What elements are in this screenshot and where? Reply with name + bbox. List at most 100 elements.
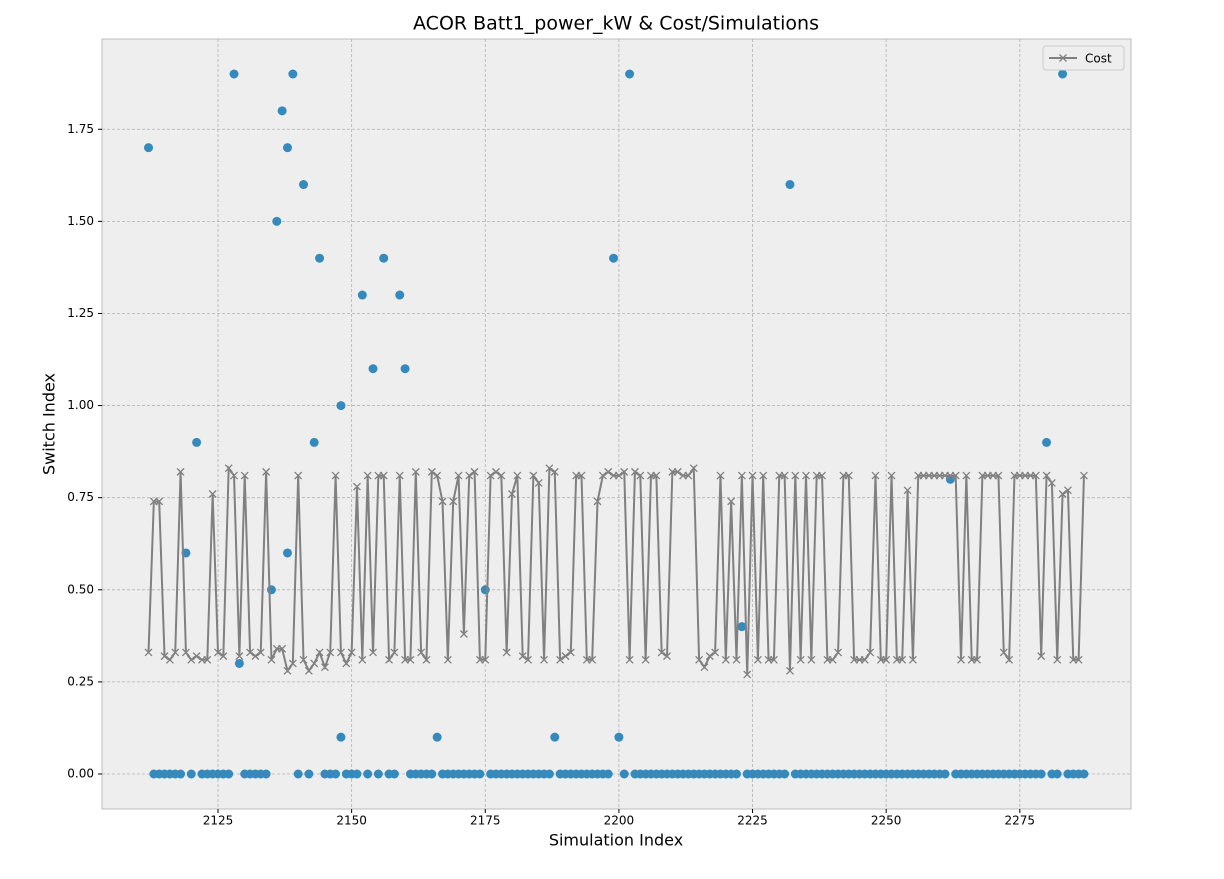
point xyxy=(625,69,635,79)
x-tick-label: 2250 xyxy=(871,814,902,828)
point xyxy=(737,622,747,632)
point xyxy=(234,658,244,668)
y-tick-label: 1.75 xyxy=(67,122,94,136)
marker xyxy=(871,471,880,480)
point xyxy=(379,253,389,263)
point xyxy=(144,143,154,153)
x-axis-label: Simulation Index xyxy=(549,831,683,850)
marker xyxy=(700,663,709,672)
point xyxy=(192,437,202,447)
marker xyxy=(957,655,965,664)
y-tick-label: 1.00 xyxy=(67,398,94,412)
marker xyxy=(882,655,891,664)
x-tick-label: 2150 xyxy=(336,814,367,828)
marker xyxy=(433,471,442,480)
point xyxy=(282,143,292,153)
marker xyxy=(369,648,377,657)
point xyxy=(432,732,442,742)
marker xyxy=(267,655,276,664)
marker xyxy=(171,648,180,657)
point xyxy=(603,769,613,779)
marker xyxy=(390,648,399,657)
marker xyxy=(727,497,736,506)
marker xyxy=(630,467,639,476)
marker xyxy=(385,655,394,664)
marker xyxy=(256,648,265,657)
marker xyxy=(689,464,698,473)
marker xyxy=(695,655,704,664)
marker xyxy=(973,655,982,664)
marker xyxy=(513,471,522,480)
y-tick-label: 0.00 xyxy=(67,767,94,781)
marker xyxy=(406,655,415,664)
point xyxy=(609,253,619,263)
point xyxy=(277,106,287,116)
marker xyxy=(251,652,260,661)
point xyxy=(352,769,362,779)
marker xyxy=(353,482,361,491)
marker xyxy=(604,467,613,476)
marker xyxy=(203,655,212,664)
marker xyxy=(908,655,917,664)
marker xyxy=(320,663,329,672)
marker xyxy=(299,655,308,664)
marker xyxy=(620,467,629,476)
marker xyxy=(1037,652,1046,661)
marker xyxy=(807,655,816,664)
marker xyxy=(508,490,516,498)
point xyxy=(309,437,319,447)
point xyxy=(336,732,346,742)
x-tick-label: 2275 xyxy=(1005,814,1036,828)
marker xyxy=(427,467,436,476)
point xyxy=(373,769,383,779)
line-series xyxy=(144,464,1088,679)
marker xyxy=(684,471,693,480)
marker xyxy=(304,666,313,675)
marker xyxy=(283,666,292,675)
scatter-series xyxy=(282,548,346,742)
marker xyxy=(176,467,185,476)
point xyxy=(304,769,314,779)
marker xyxy=(951,471,960,480)
chart-title: ACOR Batt1_power_kW & Cost/Simulations xyxy=(413,13,819,35)
point xyxy=(619,769,629,779)
marker xyxy=(588,655,597,664)
marker xyxy=(673,467,682,476)
point xyxy=(475,769,485,779)
marker xyxy=(288,659,297,668)
marker xyxy=(625,655,634,664)
marker xyxy=(636,471,645,480)
marker xyxy=(187,655,196,664)
marker xyxy=(470,467,479,476)
x-tick-label: 2175 xyxy=(470,814,501,828)
marker xyxy=(705,652,714,661)
marker xyxy=(347,648,356,657)
point xyxy=(288,69,298,79)
point xyxy=(614,732,624,742)
marker xyxy=(465,471,474,480)
marker xyxy=(641,655,650,664)
y-tick-label: 1.25 xyxy=(67,306,94,320)
point xyxy=(368,364,378,374)
marker xyxy=(1058,490,1067,498)
point xyxy=(315,253,325,263)
point xyxy=(282,548,292,558)
marker xyxy=(208,490,217,498)
marker xyxy=(652,471,661,480)
point xyxy=(293,769,303,779)
marker xyxy=(230,471,238,480)
point xyxy=(357,290,367,300)
marker xyxy=(769,655,778,664)
x-tick-label: 2225 xyxy=(737,814,768,828)
point xyxy=(389,769,399,779)
marker xyxy=(492,467,500,476)
marker xyxy=(192,652,201,661)
marker xyxy=(443,655,452,664)
marker xyxy=(753,655,762,664)
marker xyxy=(336,648,345,657)
marker xyxy=(219,652,228,661)
marker xyxy=(614,471,623,480)
marker xyxy=(743,670,752,679)
marker xyxy=(240,471,249,480)
